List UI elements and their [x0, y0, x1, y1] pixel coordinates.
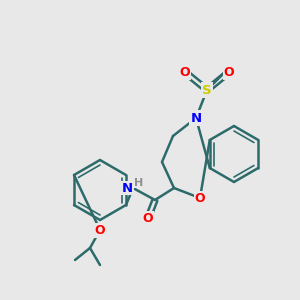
- Text: S: S: [202, 83, 212, 97]
- Text: O: O: [180, 65, 190, 79]
- Text: O: O: [224, 65, 234, 79]
- Text: H: H: [134, 178, 143, 188]
- Text: N: N: [122, 182, 133, 194]
- Text: O: O: [195, 191, 205, 205]
- Text: O: O: [143, 212, 153, 224]
- Text: N: N: [190, 112, 202, 124]
- Text: O: O: [95, 224, 105, 236]
